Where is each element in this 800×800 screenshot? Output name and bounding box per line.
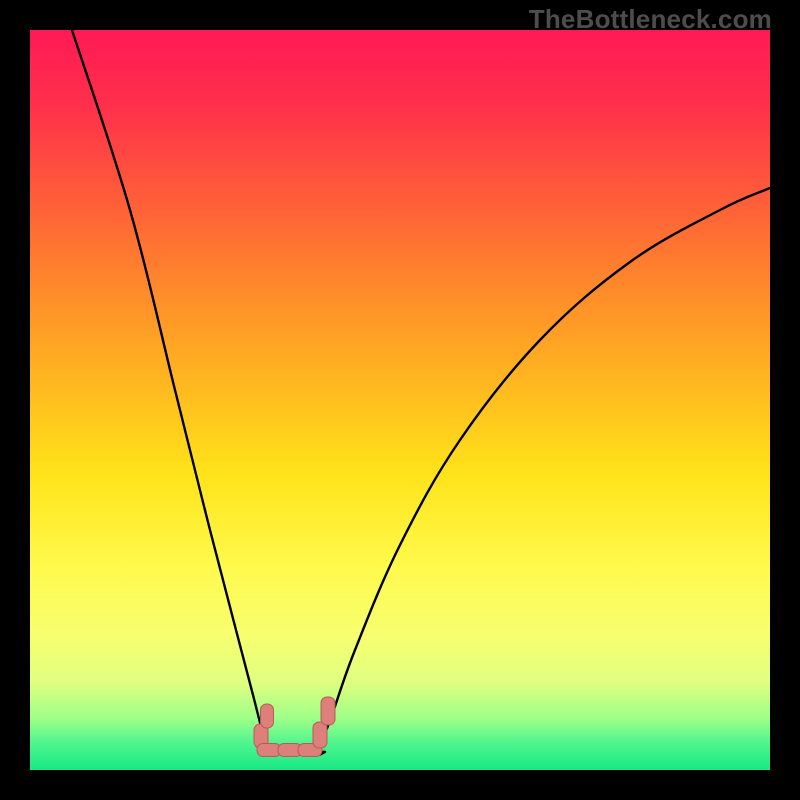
marker-pill bbox=[321, 697, 335, 725]
marker-pill bbox=[261, 704, 274, 728]
bottleneck-chart bbox=[0, 0, 800, 800]
watermark-label: TheBottleneck.com bbox=[529, 4, 772, 35]
marker-pill bbox=[257, 744, 281, 757]
marker-pill bbox=[313, 722, 327, 748]
gradient-background bbox=[30, 30, 770, 770]
